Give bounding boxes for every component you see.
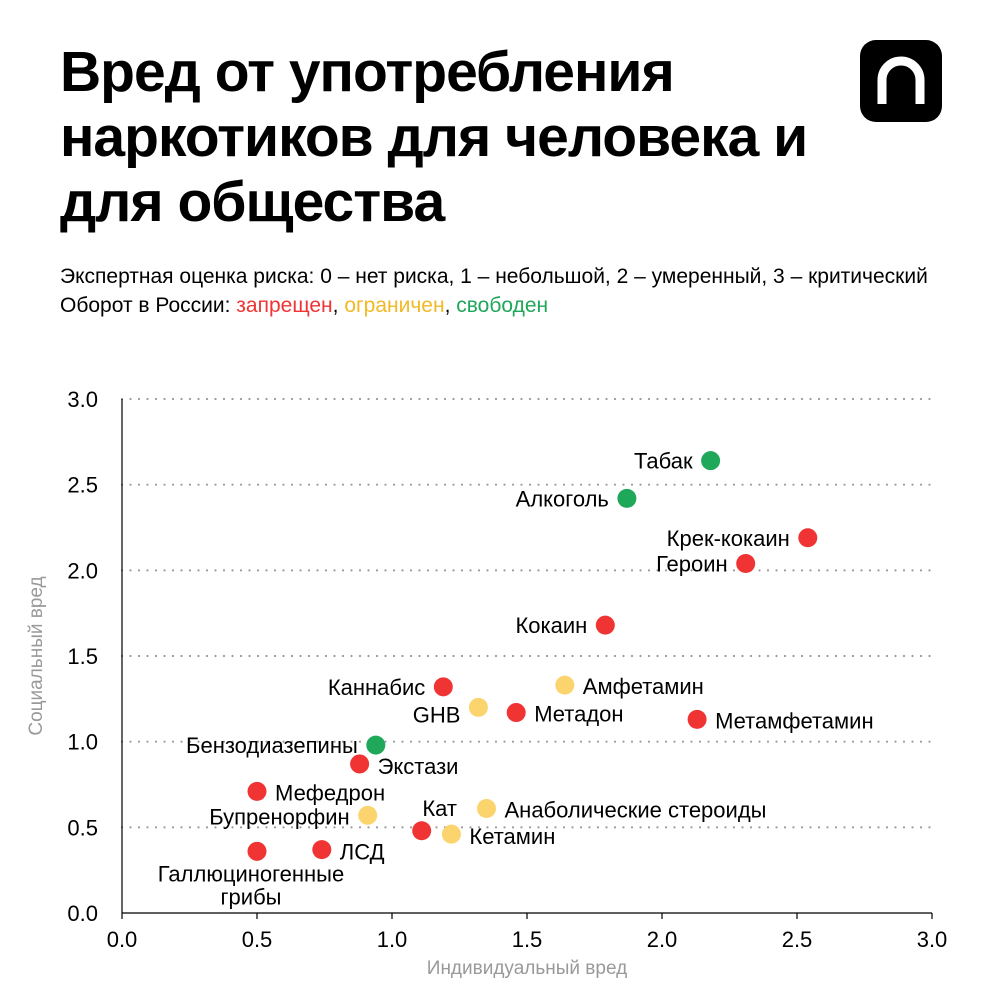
legend-sep: , (332, 294, 345, 317)
data-point (358, 805, 378, 825)
x-tick-label: 0.0 (107, 927, 138, 952)
point-label: Галлюциногенные (158, 861, 344, 886)
point-label: Алкоголь (516, 486, 609, 511)
legend: Оборот в России: запрещен, ограничен, св… (60, 291, 940, 320)
point-label: GHB (413, 702, 461, 727)
y-tick-label: 0.0 (67, 901, 98, 926)
y-tick-label: 2.5 (67, 473, 98, 498)
point-label: Метамфетамин (715, 708, 874, 733)
point-label: Экстази (378, 754, 459, 779)
data-point (312, 840, 332, 860)
point-label: Амфетамин (583, 674, 704, 699)
point-label: Крек-кокаин (667, 526, 790, 551)
data-point (555, 675, 575, 695)
y-tick-label: 1.0 (67, 730, 98, 755)
y-tick-label: 2.0 (67, 558, 98, 583)
data-point (433, 677, 453, 697)
point-label: Бупренорфин (209, 804, 350, 829)
point-label: Мефедрон (275, 780, 385, 805)
point-label: Анаболические стероиды (505, 797, 767, 822)
data-point (701, 451, 721, 471)
point-label: Метадон (534, 702, 623, 727)
data-point (477, 798, 496, 818)
y-axis-label: Социальный вред (26, 576, 47, 735)
data-point (350, 754, 370, 774)
page-title: Вред от употребления наркотиков для чело… (60, 40, 808, 234)
legend-sep: , (444, 294, 457, 317)
data-point (798, 528, 818, 548)
point-label: Табак (634, 449, 693, 474)
subtitle: Экспертная оценка риска: 0 – нет риска, … (60, 262, 940, 320)
x-tick-label: 0.5 (242, 927, 273, 952)
point-label: Кокаин (515, 613, 587, 638)
y-tick-label: 3.0 (67, 387, 98, 412)
data-point (736, 553, 756, 573)
data-point (366, 735, 386, 755)
x-tick-label: 2.0 (647, 927, 678, 952)
point-label: Кетамин (469, 824, 555, 849)
x-tick-label: 1.5 (512, 927, 543, 952)
point-label: Бензодиазепины (186, 733, 358, 758)
data-point (441, 824, 461, 844)
legend-prefix: Оборот в России: (60, 294, 237, 317)
legend-banned: запрещен (236, 294, 333, 317)
y-tick-label: 1.5 (67, 644, 98, 669)
x-tick-label: 3.0 (917, 927, 948, 952)
x-axis-label: Индивидуальный вред (427, 958, 627, 979)
legend-restricted: ограничен (344, 294, 445, 317)
x-tick-label: 2.5 (782, 927, 813, 952)
data-point (247, 841, 267, 861)
n-logo-icon (860, 40, 942, 122)
point-label: Героин (656, 551, 728, 576)
point-label: грибы (221, 884, 282, 909)
legend-free: свободен (456, 294, 549, 317)
risk-scale-note: Экспертная оценка риска: 0 – нет риска, … (60, 265, 928, 288)
data-point (506, 703, 526, 723)
point-label: ЛСД (340, 840, 385, 865)
y-tick-label: 0.5 (67, 815, 98, 840)
data-point (247, 781, 267, 801)
point-label: Каннабис (328, 675, 425, 700)
data-point (468, 697, 488, 717)
data-point (412, 821, 432, 841)
data-point (595, 615, 615, 635)
x-tick-label: 1.0 (377, 927, 408, 952)
data-point (687, 709, 707, 729)
point-label: Кат (422, 796, 457, 821)
data-point (617, 488, 637, 508)
